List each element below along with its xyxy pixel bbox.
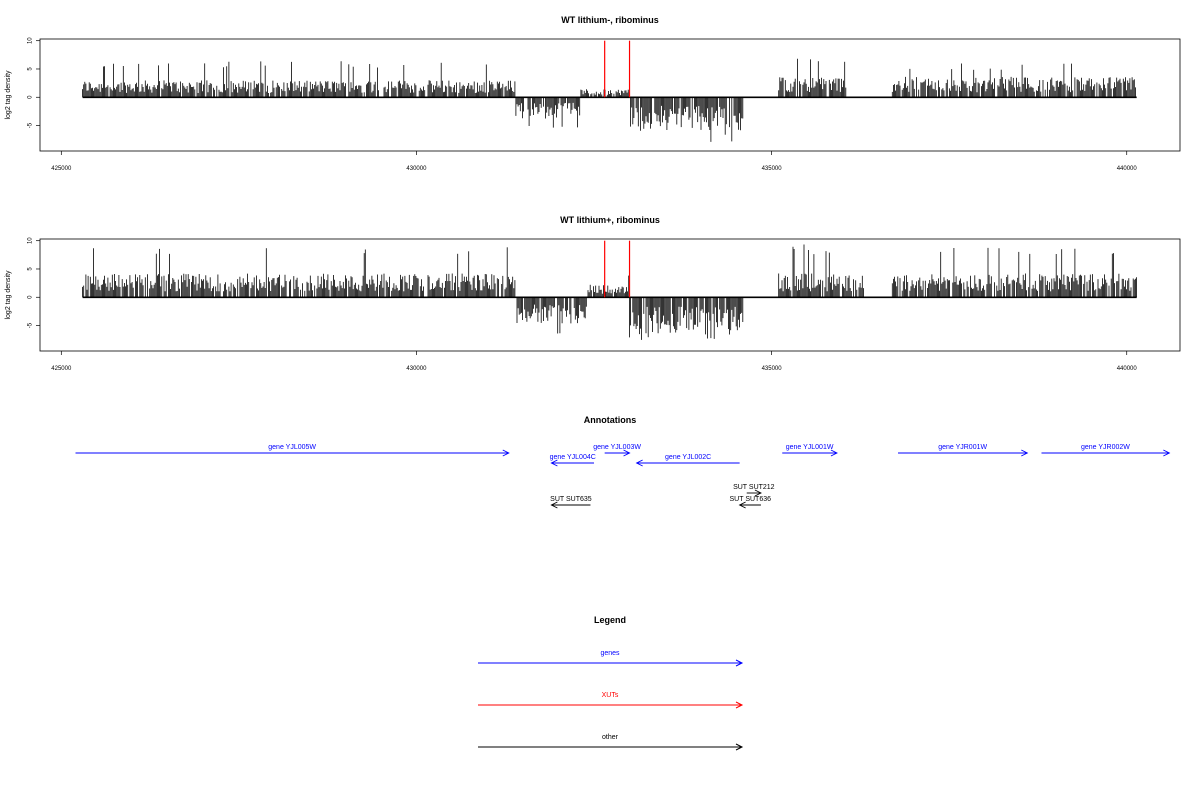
feature-arrow-head <box>1021 449 1029 457</box>
feature-label: SUT SUT212 <box>733 484 775 491</box>
y-tick-label: -5 <box>28 322 34 328</box>
legend-items: genes XUTs other <box>478 650 744 751</box>
x-tick-label: 430000 <box>406 166 427 172</box>
feature-arrow-head <box>502 449 510 457</box>
annotation-feature: SUT SUT635 <box>550 496 592 509</box>
annotation-feature: gene YJR001W <box>898 444 1029 457</box>
y-axis-label: log2 tag density <box>5 270 12 320</box>
panel-title: WT lithium-, ribominus <box>561 15 659 25</box>
feature-label: gene YJL003W <box>593 444 641 451</box>
feature-label: SUT SUT636 <box>730 496 772 503</box>
y-tick-label: 5 <box>28 67 34 71</box>
signal-bars <box>82 244 1137 340</box>
feature-arrow-head <box>623 449 631 457</box>
y-tick-label: 0 <box>28 295 34 299</box>
legend-arrow-head <box>735 743 744 751</box>
feature-arrow-head <box>635 459 643 467</box>
annotation-feature: gene YJL005W <box>75 444 510 457</box>
annotations-title: Annotations <box>584 415 637 425</box>
feature-arrow-head <box>738 501 746 509</box>
annotation-feature: gene YJR002W <box>1041 444 1171 457</box>
feature-arrow-head <box>830 449 838 457</box>
x-tick-label: 435000 <box>762 166 783 172</box>
feature-label: gene YJL004C <box>550 454 596 461</box>
panel-title: WT lithium+, ribominus <box>560 215 660 225</box>
legend-label: other <box>602 734 619 741</box>
legend-title: Legend <box>594 615 626 625</box>
x-tick-label: 435000 <box>762 366 783 372</box>
feature-arrow-head <box>754 489 762 497</box>
signal-bars <box>82 58 1137 142</box>
annotation-feature: gene YJL002C <box>635 454 740 467</box>
feature-arrow-head <box>550 459 558 467</box>
axes: 10 5 0 -5 425000 430000 435000 440000 <box>28 37 1138 172</box>
legend-item: genes <box>478 650 744 667</box>
legend-item: XUTs <box>478 692 744 709</box>
red-markers <box>604 40 631 98</box>
track-panel-lithium-plus: WT lithium+, ribominus log2 tag density … <box>5 215 1181 372</box>
y-tick-label: 0 <box>28 95 34 99</box>
legend-label: genes <box>600 650 620 657</box>
feature-label: gene YJL002C <box>665 454 711 461</box>
feature-label: SUT SUT635 <box>550 496 592 503</box>
legend-label: XUTs <box>602 692 619 699</box>
annotation-feature: gene YJL001W <box>782 444 838 457</box>
x-tick-label: 440000 <box>1117 366 1138 372</box>
feature-arrow-head <box>550 501 558 509</box>
feature-label: gene YJL005W <box>268 444 316 451</box>
axes: 10 5 0 -5 425000 430000 435000 440000 <box>28 237 1138 372</box>
y-tick-label: 10 <box>28 37 34 44</box>
plot-frame <box>39 238 1181 352</box>
annotation-features: gene YJL005W gene YJL004C gene YJL003W gene… <box>75 444 1171 509</box>
y-tick-label: -5 <box>28 122 34 128</box>
track-panel-lithium-minus: WT lithium-, ribominus log2 tag density … <box>5 15 1181 172</box>
x-tick-label: 425000 <box>51 366 72 372</box>
legend-arrow-head <box>735 659 744 667</box>
feature-arrow-head <box>1163 449 1171 457</box>
annotation-feature: SUT SUT212 <box>733 484 775 497</box>
y-axis-label: log2 tag density <box>5 70 12 120</box>
x-tick-label: 425000 <box>51 166 72 172</box>
annotation-feature: SUT SUT636 <box>730 496 772 509</box>
y-tick-label: 10 <box>28 237 34 244</box>
x-tick-label: 440000 <box>1117 166 1138 172</box>
annotation-feature: gene YJL004C <box>550 454 596 467</box>
legend-item: other <box>478 734 744 751</box>
x-tick-label: 430000 <box>406 366 427 372</box>
plot-frame <box>39 38 1181 152</box>
feature-label: gene YJL001W <box>786 444 834 451</box>
y-tick-label: 5 <box>28 267 34 271</box>
legend-arrow-head <box>735 701 744 709</box>
feature-label: gene YJR001W <box>938 444 987 451</box>
feature-label: gene YJR002W <box>1081 444 1130 451</box>
annotation-feature: gene YJL003W <box>593 444 641 457</box>
red-markers <box>604 240 631 298</box>
legend: Legend genes XUTs other <box>478 615 744 751</box>
